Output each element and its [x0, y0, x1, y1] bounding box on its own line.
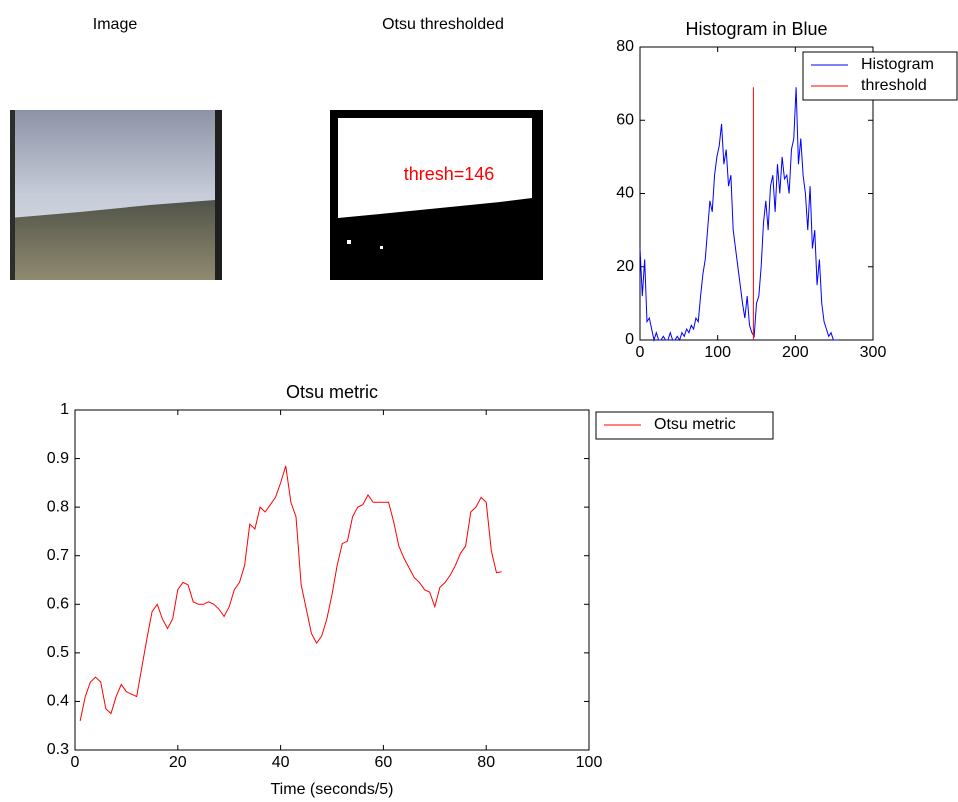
y-tick-label: 0.9 — [47, 450, 69, 467]
y-tick-label: 60 — [616, 111, 634, 128]
annotation: thresh=146 — [404, 164, 495, 184]
legend-label: Histogram — [861, 56, 934, 73]
y-tick-label: 0.5 — [47, 644, 69, 661]
y-tick-label: 0.3 — [47, 741, 69, 758]
x-tick-label: 40 — [272, 754, 290, 771]
x-tick-label: 100 — [576, 754, 603, 771]
x-tick-label: 0 — [636, 344, 645, 361]
legend-box — [802, 51, 958, 101]
photo — [10, 110, 222, 280]
y-tick-label: 40 — [616, 185, 634, 202]
plot-area — [74, 409, 590, 751]
y-tick-label: 80 — [616, 38, 634, 55]
x-tick-label: 80 — [477, 754, 495, 771]
legend-label: Otsu metric — [654, 416, 736, 433]
chart-title: Histogram in Blue — [685, 19, 827, 39]
image-title: Image — [93, 16, 138, 33]
x-axis-label: Time (seconds/5) — [271, 781, 394, 798]
x-tick-label: 20 — [169, 754, 187, 771]
data-line — [639, 87, 839, 342]
x-tick-label: 60 — [375, 754, 393, 771]
x-tick-label: 200 — [782, 344, 809, 361]
chart-title: Otsu metric — [286, 382, 378, 402]
legend-label: threshold — [861, 77, 927, 94]
thresholded-image — [330, 110, 543, 280]
y-tick-label: 1 — [60, 401, 69, 418]
y-tick-label: 0.7 — [47, 547, 69, 564]
y-tick-label: 0 — [625, 331, 634, 348]
y-tick-label: 0.6 — [47, 596, 69, 613]
y-tick-label: 20 — [616, 258, 634, 275]
x-tick-label: 300 — [860, 344, 887, 361]
x-tick-label: 100 — [704, 344, 731, 361]
x-tick-label: 0 — [71, 754, 80, 771]
y-tick-label: 0.4 — [47, 693, 69, 710]
y-tick-label: 0.8 — [47, 498, 69, 515]
image-title: Otsu thresholded — [382, 16, 504, 33]
data-line — [79, 465, 502, 721]
